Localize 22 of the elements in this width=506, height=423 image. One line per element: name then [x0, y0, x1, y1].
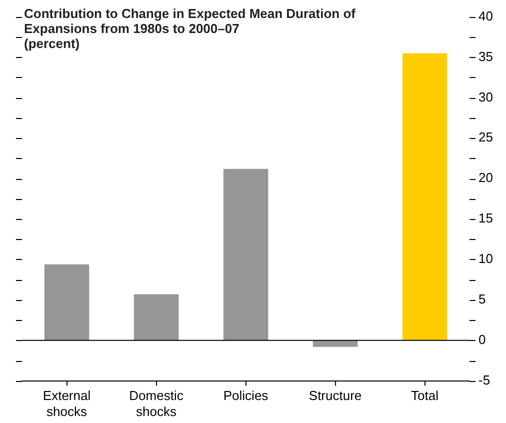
y-tick-label: 25 — [478, 130, 494, 145]
bar — [402, 53, 448, 340]
y-tick-label: 35 — [478, 48, 494, 64]
x-tick-label: Policies — [223, 388, 269, 404]
y-tick-label: 5 — [478, 291, 486, 306]
y-tick-label: 20 — [478, 170, 494, 186]
x-tick-label: Total — [411, 388, 439, 404]
y-tick-label: 40 — [478, 8, 494, 24]
y-tick-label: 30 — [478, 89, 494, 104]
y-tick-label: -5 — [478, 372, 490, 388]
y-tick-label: 10 — [478, 251, 494, 266]
x-tick-label: External shocks — [42, 388, 91, 419]
bar — [223, 168, 268, 340]
x-tick-label: Structure — [308, 388, 362, 404]
x-tick-label: Domestic shocks — [129, 388, 184, 419]
text: (percent) — [24, 36, 81, 51]
bar — [44, 264, 90, 340]
bar — [134, 294, 179, 340]
bar — [312, 340, 358, 347]
y-tick-label: 0 — [478, 332, 486, 347]
chart-title: Contribution to Change in Expected Mean Duration of Expansions from 1980s to 2000–07 — [24, 6, 356, 36]
y-tick-label: 15 — [478, 210, 494, 226]
